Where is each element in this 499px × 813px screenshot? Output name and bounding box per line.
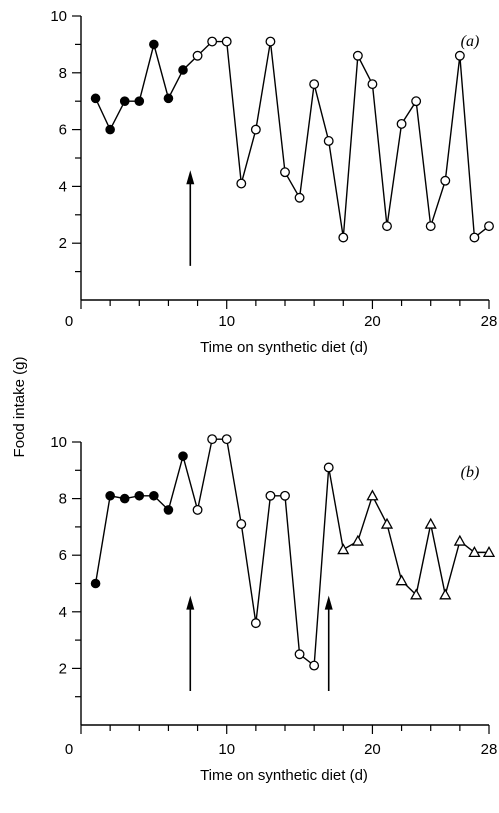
y-tick-label: 6 — [59, 122, 67, 139]
panel-b: 2 4 6 8 10 0 10 20 28 Time on synthetic diet (d) (… — [50, 434, 497, 784]
data-point-open — [396, 118, 407, 129]
data-point-open — [454, 50, 465, 61]
panel-label: (a) — [461, 33, 480, 50]
y-tick-label: 8 — [59, 491, 67, 508]
arrow-head — [186, 595, 195, 610]
data-point-open — [338, 232, 349, 243]
y-tick-label: 6 — [59, 547, 67, 564]
data-point-triangle — [395, 574, 408, 586]
arrow-head — [324, 595, 333, 610]
data-point-filled — [134, 490, 145, 501]
data-point-open — [323, 462, 334, 473]
data-point-filled — [178, 451, 188, 461]
data-point-open — [207, 434, 218, 445]
data-point-filled — [90, 578, 101, 589]
x-tick-label: 28 — [481, 313, 498, 330]
data-point-triangle — [453, 534, 466, 546]
data-point-filled — [149, 39, 159, 50]
data-point-triangle — [468, 546, 481, 558]
data-point-open — [236, 519, 247, 530]
data-point-filled — [134, 96, 145, 106]
y-tick-label: 8 — [59, 65, 67, 82]
data-point-filled — [149, 490, 159, 501]
data-point-filled — [90, 93, 101, 104]
data-point-open — [309, 660, 320, 671]
data-point-open — [440, 175, 451, 186]
x-tick-label: 0 — [65, 741, 73, 758]
data-point-open — [294, 649, 305, 660]
data-line — [94, 438, 489, 667]
data-point-triangle — [410, 588, 423, 600]
y-tick-label: 2 — [59, 660, 67, 677]
data-point-open — [469, 232, 480, 243]
data-point-open — [221, 36, 232, 47]
data-point-open — [221, 434, 232, 445]
data-point-open — [367, 79, 378, 90]
data-point-filled — [163, 505, 174, 515]
data-point-open — [236, 178, 247, 189]
data-point-triangle — [439, 588, 452, 600]
data-point-filled — [105, 490, 115, 501]
data-point-open — [280, 167, 290, 178]
y-tick-label: 4 — [59, 178, 67, 195]
data-point-triangle — [424, 517, 437, 529]
data-point-open — [382, 221, 392, 232]
data-point-open — [192, 504, 203, 515]
y-tick-label: 4 — [59, 604, 67, 621]
data-point-triangle — [366, 489, 379, 501]
y-tick-label: 10 — [50, 8, 67, 25]
data-point-filled — [178, 65, 188, 75]
data-point-open — [309, 79, 320, 90]
x-tick-label: 20 — [364, 313, 381, 330]
y-axis-label: Food intake (g) — [11, 357, 28, 458]
data-point-open — [192, 50, 203, 61]
y-tick-label: 2 — [59, 235, 67, 252]
data-point-open — [352, 50, 363, 61]
data-point-open — [294, 192, 305, 203]
data-point-triangle — [482, 546, 496, 558]
data-point-filled — [163, 93, 174, 104]
panel-a: 2 4 6 8 10 0 10 20 28 Time on synthetic diet (d) (… — [50, 8, 497, 356]
data-point-open — [265, 36, 276, 47]
data-point-triangle — [337, 543, 350, 555]
data-point-open — [250, 124, 261, 135]
data-point-open — [411, 96, 422, 107]
data-point-open — [250, 618, 261, 629]
data-point-triangle — [380, 517, 394, 529]
data-point-open — [265, 490, 276, 501]
data-point-filled — [119, 96, 130, 106]
data-point-filled — [105, 124, 115, 135]
data-point-open — [425, 221, 436, 232]
x-tick-label: 10 — [218, 313, 235, 330]
panel-label: (b) — [461, 464, 480, 481]
arrow-head — [186, 170, 195, 185]
y-tick-label: 10 — [50, 434, 67, 451]
x-tick-label: 28 — [481, 741, 498, 758]
x-tick-label: 10 — [218, 741, 235, 758]
x-axis-label: Time on synthetic diet (d) — [200, 767, 368, 784]
data-line — [94, 40, 490, 239]
x-tick-label: 20 — [364, 741, 381, 758]
data-point-open — [207, 36, 218, 47]
data-point-open — [484, 221, 494, 232]
x-tick-label: 0 — [65, 313, 73, 330]
data-point-open — [280, 490, 290, 501]
data-point-open — [323, 136, 334, 146]
data-point-filled — [119, 493, 130, 504]
data-point-triangle — [351, 534, 364, 546]
x-axis-label: Time on synthetic diet (d) — [200, 339, 368, 356]
